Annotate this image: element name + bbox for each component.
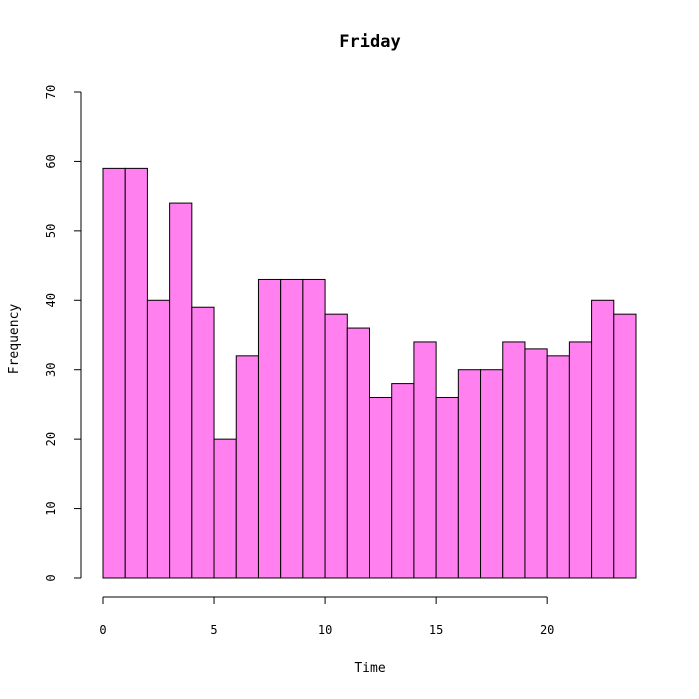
x-tick-label-10: 10 (318, 623, 332, 637)
bar-4 (191, 306, 215, 579)
bar-0 (102, 167, 126, 579)
y-tick-label-40: 40 (44, 293, 58, 307)
y-tick-label-60: 60 (44, 154, 58, 168)
x-tick-label-0: 0 (99, 623, 106, 637)
x-tick-label-20: 20 (540, 623, 554, 637)
chart-title: Friday (339, 32, 400, 52)
bar-19 (524, 348, 548, 579)
bar-18 (502, 341, 526, 579)
bars-group (102, 167, 637, 579)
bar-5 (213, 438, 237, 579)
bar-10 (324, 313, 348, 579)
y-tick-label-70: 70 (44, 85, 58, 99)
bar-11 (346, 327, 370, 579)
bar-9 (302, 278, 326, 579)
x-axis-label: Time (354, 661, 385, 676)
y-tick-label-30: 30 (44, 362, 58, 376)
bar-2 (146, 299, 171, 579)
bar-14 (413, 341, 437, 579)
y-axis: 0 10 20 30 40 50 60 70 (44, 85, 82, 582)
bar-6 (235, 355, 259, 579)
bar-7 (257, 278, 282, 579)
bar-17 (480, 369, 504, 579)
bar-12 (369, 396, 393, 579)
y-tick-label-10: 10 (44, 501, 58, 515)
y-axis-label: Frequency (7, 304, 22, 375)
bar-8 (280, 278, 304, 579)
bar-13 (391, 383, 415, 579)
x-tick-label-15: 15 (429, 623, 443, 637)
bar-22 (591, 299, 615, 579)
y-tick-label-50: 50 (44, 224, 58, 238)
bar-15 (435, 396, 459, 579)
bar-3 (169, 202, 193, 579)
y-tick-label-0: 0 (44, 574, 58, 581)
bar-20 (546, 355, 570, 579)
x-tick-label-5: 5 (210, 623, 217, 637)
x-axis: 0 5 10 15 20 (99, 596, 554, 637)
bar-16 (457, 369, 482, 579)
bar-1 (124, 167, 148, 579)
y-tick-label-20: 20 (44, 432, 58, 446)
bar-21 (568, 341, 593, 579)
bar-23 (613, 313, 637, 579)
